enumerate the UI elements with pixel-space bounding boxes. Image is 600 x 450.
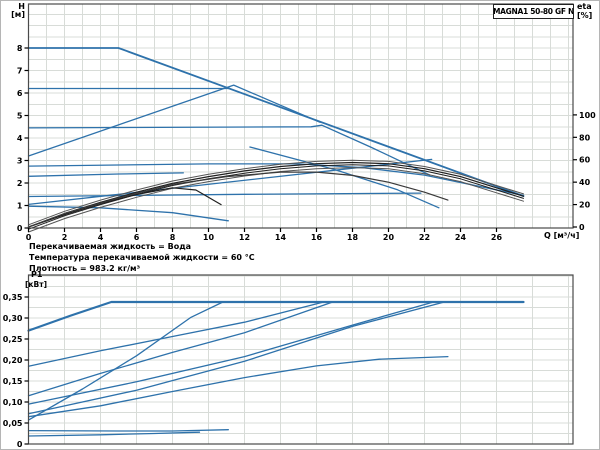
q-axis-label: Q [м³/ч] <box>544 231 580 240</box>
svg-text:40: 40 <box>579 178 591 187</box>
info-fluid: Перекачиваемая жидкость = Вода <box>29 242 192 251</box>
p1-axis-unit: [кВт] <box>25 280 48 289</box>
svg-text:22: 22 <box>419 233 430 242</box>
svg-text:0,05: 0,05 <box>3 419 23 428</box>
svg-text:16: 16 <box>311 233 323 242</box>
svg-text:60: 60 <box>579 156 591 165</box>
svg-text:5: 5 <box>17 112 23 121</box>
svg-text:0: 0 <box>17 440 23 449</box>
svg-text:20: 20 <box>383 233 395 242</box>
svg-text:0,35: 0,35 <box>3 293 23 302</box>
svg-text:24: 24 <box>455 233 467 242</box>
svg-text:12: 12 <box>239 233 250 242</box>
svg-text:80: 80 <box>579 133 591 142</box>
eta-axis-unit: [%] <box>577 11 593 20</box>
svg-text:10: 10 <box>203 233 215 242</box>
svg-text:18: 18 <box>347 233 359 242</box>
svg-text:4: 4 <box>17 134 23 143</box>
pump-model-box: MAGNA1 50-80 GF N <box>493 4 574 19</box>
info-density: Плотность = 983.2 кг/м³ <box>29 264 141 273</box>
svg-text:3: 3 <box>17 157 23 166</box>
h-axis-label: H <box>18 2 25 11</box>
p1-axis-label: P1 <box>31 270 43 279</box>
h-axis-unit: [м] <box>11 10 25 19</box>
svg-text:0: 0 <box>17 224 23 233</box>
svg-text:6: 6 <box>134 233 140 242</box>
svg-text:20: 20 <box>579 201 591 210</box>
svg-text:8: 8 <box>170 233 176 242</box>
svg-text:4: 4 <box>98 233 104 242</box>
svg-text:7: 7 <box>17 67 23 76</box>
svg-text:0,10: 0,10 <box>3 398 23 407</box>
info-temperature: Температура перекачиваемой жидкости = 60… <box>29 253 255 262</box>
svg-text:0,25: 0,25 <box>3 335 23 344</box>
svg-text:14: 14 <box>275 233 287 242</box>
svg-text:0,20: 0,20 <box>3 356 23 365</box>
pump-model-label: MAGNA1 50-80 GF N <box>493 7 574 16</box>
svg-text:8: 8 <box>17 44 23 53</box>
svg-text:6: 6 <box>17 89 23 98</box>
svg-text:2: 2 <box>17 179 23 188</box>
svg-text:2: 2 <box>62 233 68 242</box>
svg-text:0,15: 0,15 <box>3 377 23 386</box>
svg-text:26: 26 <box>491 233 503 242</box>
svg-text:1: 1 <box>17 202 23 211</box>
svg-text:0: 0 <box>579 223 585 232</box>
svg-text:0: 0 <box>26 233 32 242</box>
svg-text:100: 100 <box>579 111 596 120</box>
eta-axis-label: eta <box>577 2 592 11</box>
svg-text:0,30: 0,30 <box>3 314 23 323</box>
